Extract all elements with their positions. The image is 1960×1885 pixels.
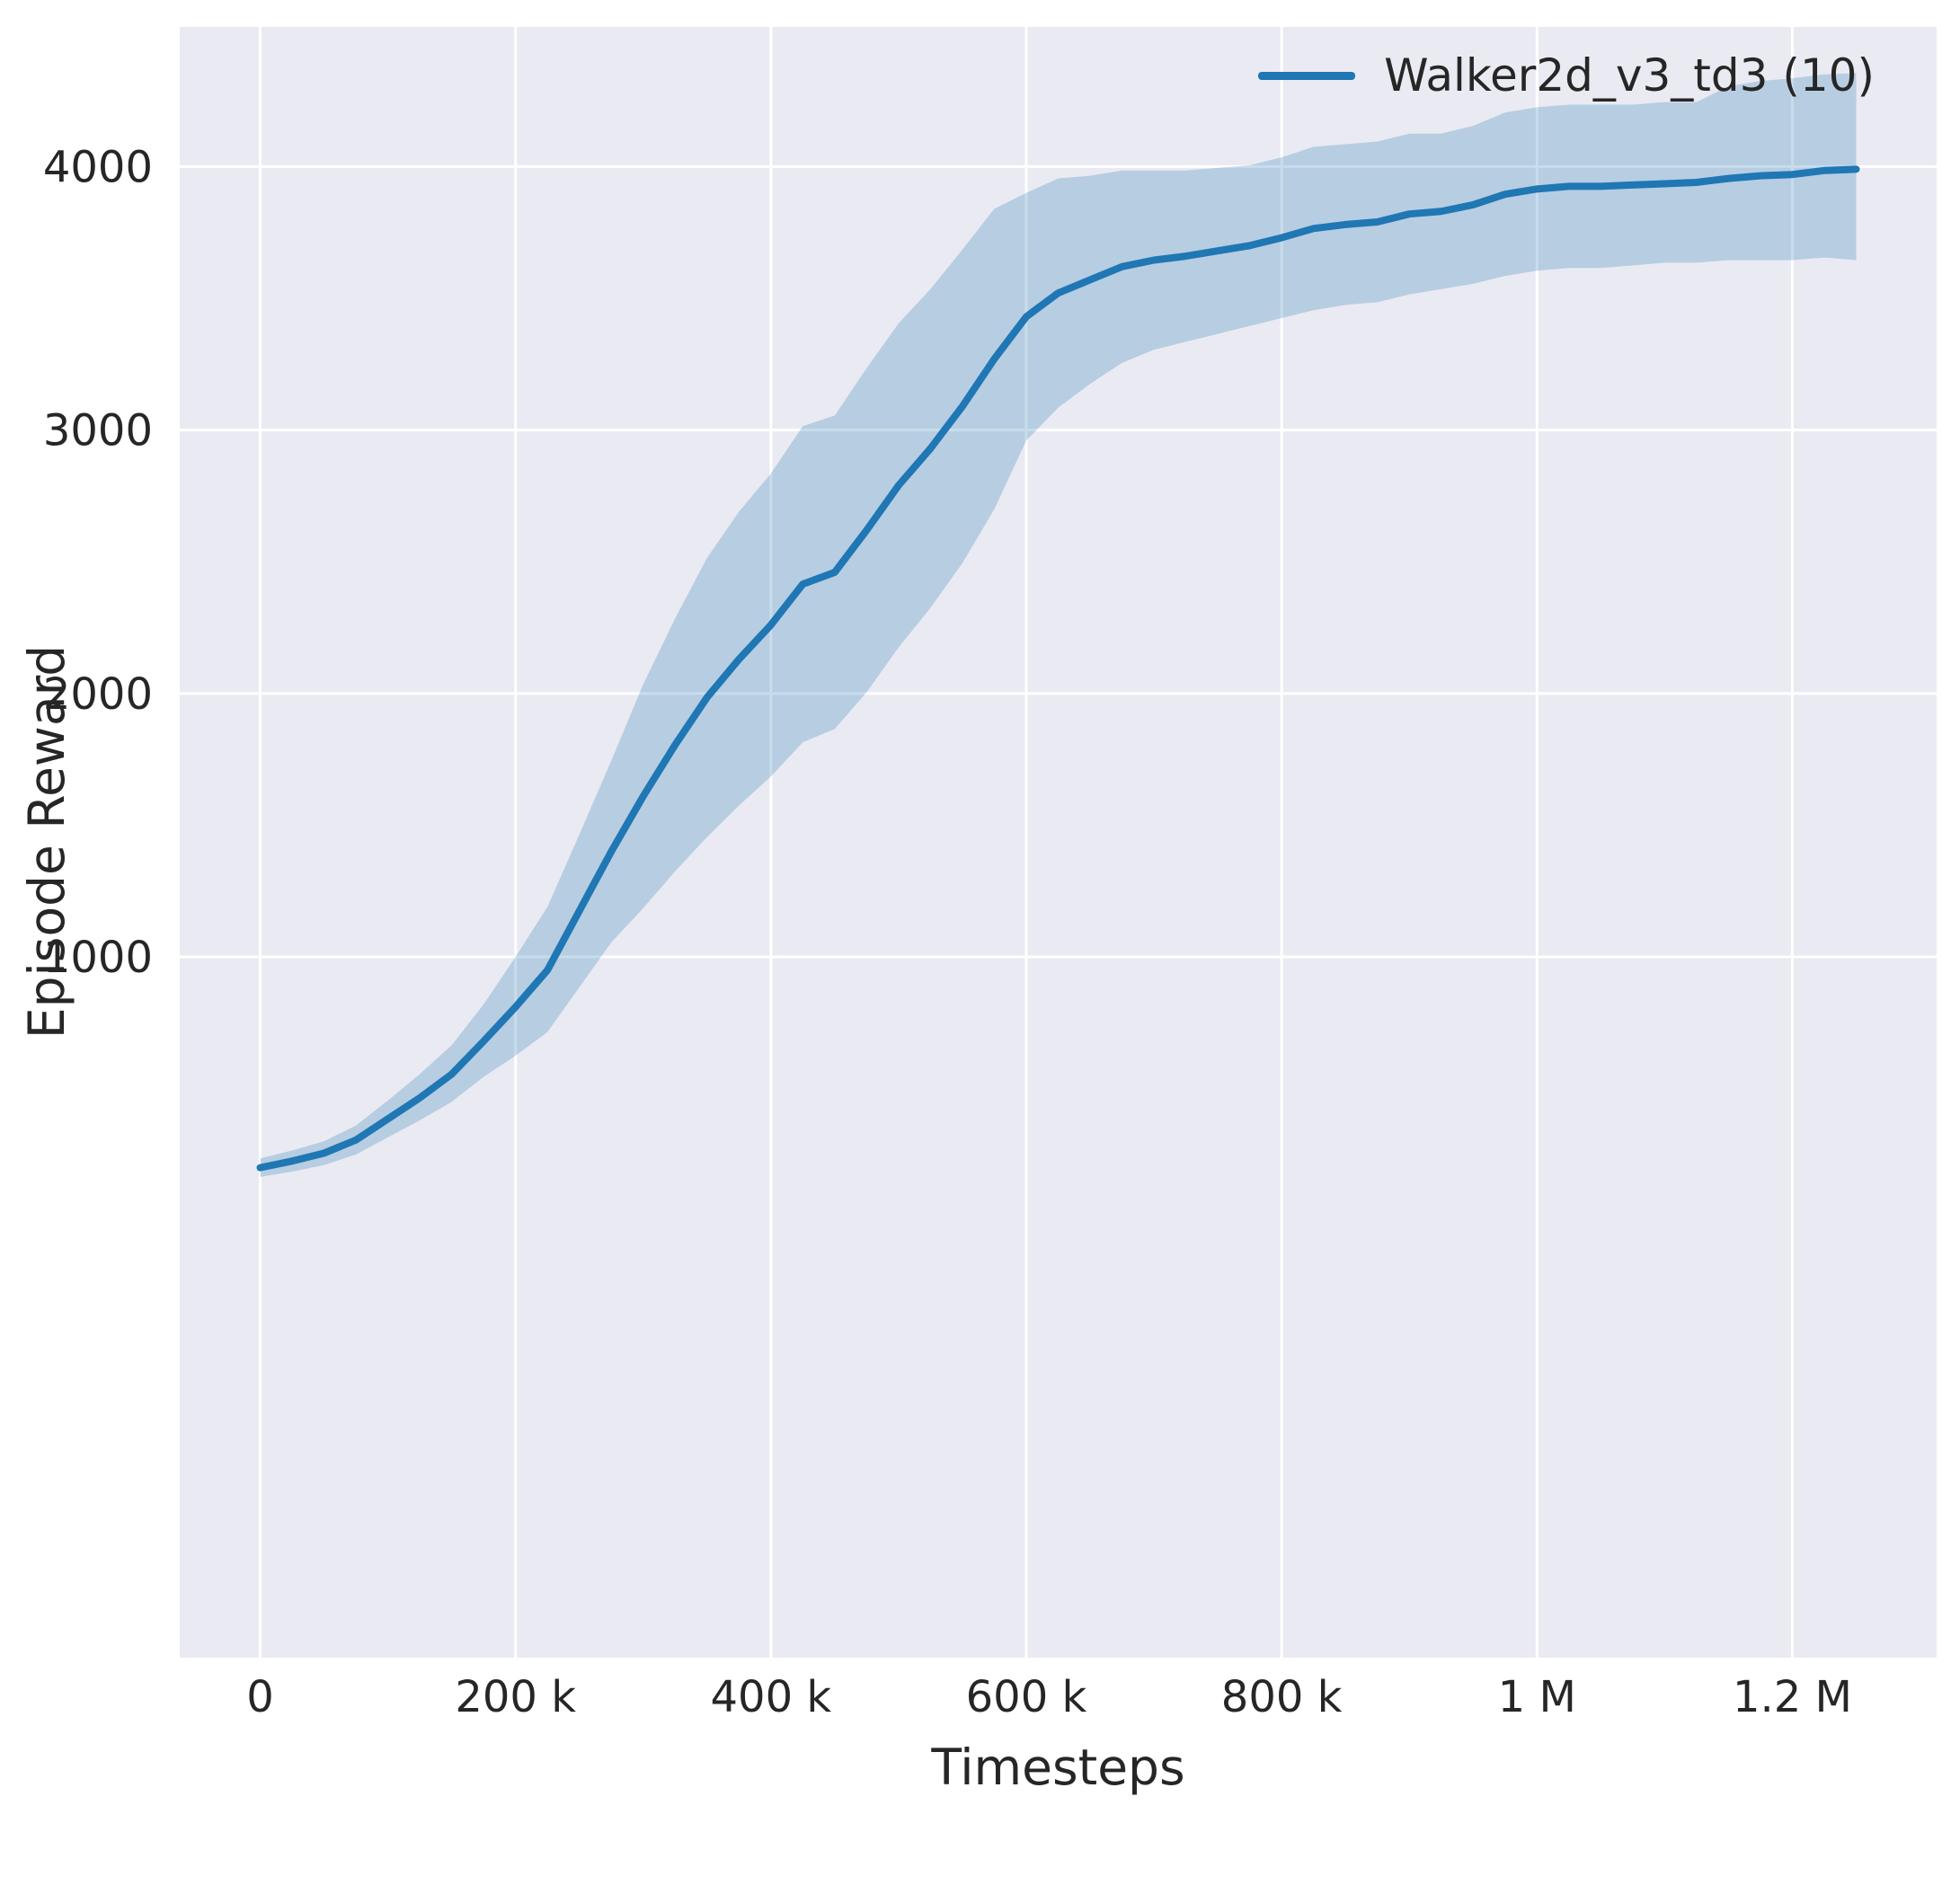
x-tick-label: 0: [246, 1672, 274, 1722]
y-tick-label: 2000: [43, 669, 153, 720]
x-tick-label: 600 k: [966, 1672, 1087, 1722]
y-tick-label: 1000: [43, 933, 153, 983]
x-tick-label: 1.2 M: [1733, 1672, 1852, 1722]
y-axis-label: Episode Reward: [18, 644, 75, 1040]
x-tick-label: 400 k: [710, 1672, 831, 1722]
plot-area: [180, 27, 1937, 1658]
legend-label: Walker2d_v3_td3 (10): [1384, 49, 1875, 102]
x-tick-label: 1 M: [1498, 1672, 1576, 1722]
x-tick-label: 200 k: [455, 1672, 576, 1722]
mean-line: [256, 165, 1860, 1172]
x-tick-label: 800 k: [1221, 1672, 1343, 1722]
legend: Walker2d_v3_td3 (10): [1258, 49, 1875, 102]
y-tick-label: 4000: [43, 142, 153, 192]
y-tick-label: 3000: [43, 406, 153, 456]
x-axis-label: Timesteps: [931, 1739, 1185, 1796]
legend-line-swatch: [1258, 71, 1356, 80]
